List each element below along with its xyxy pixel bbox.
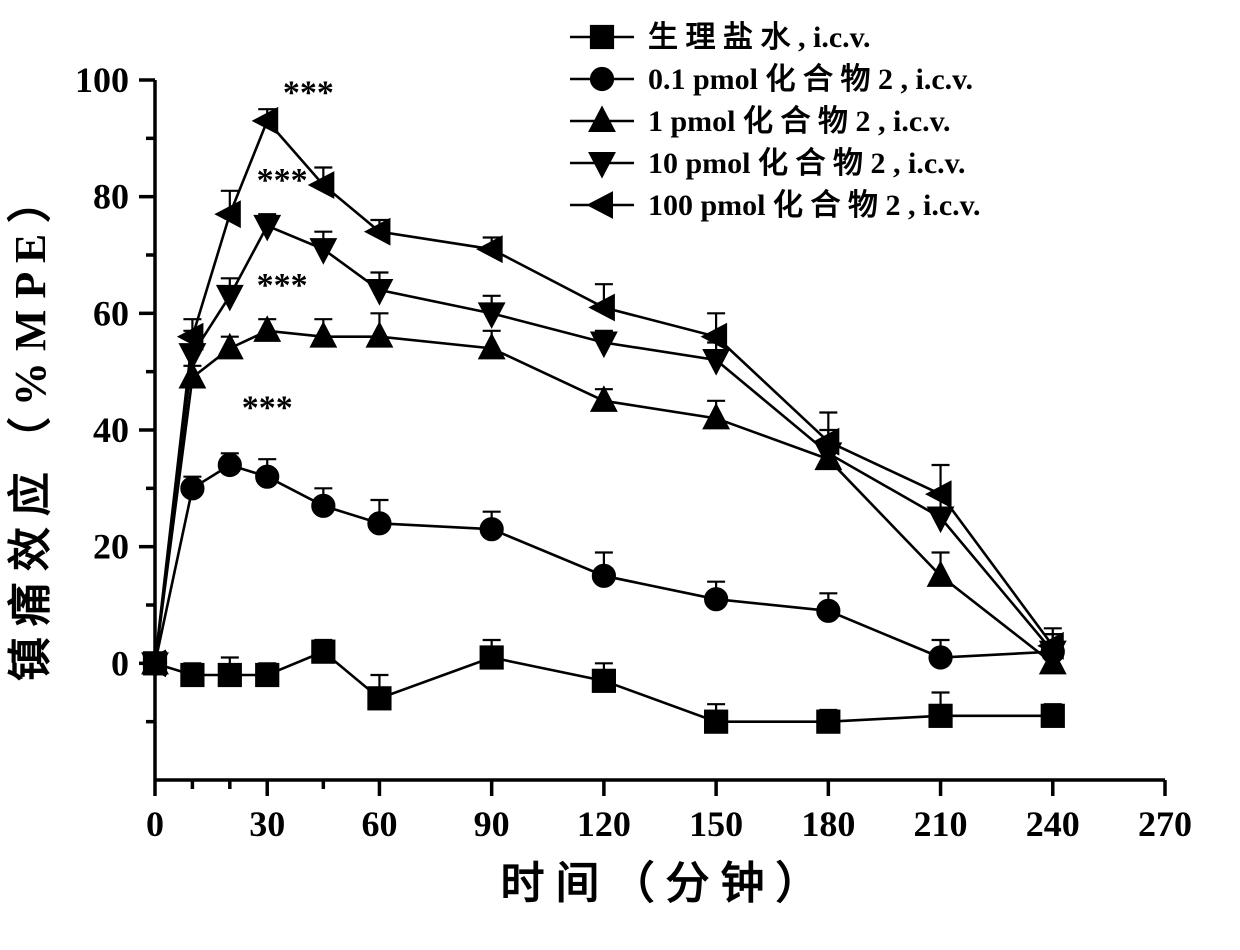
y-tick-label: 20 bbox=[93, 527, 129, 567]
legend-label: 10 pmol 化 合 物 2 , i.c.v. bbox=[648, 146, 966, 180]
x-tick-label: 120 bbox=[577, 804, 631, 844]
x-tick-label: 60 bbox=[361, 804, 397, 844]
x-tick-label: 210 bbox=[914, 804, 968, 844]
y-axis-label: 镇 痛 效 应 （ % M P E ） bbox=[6, 179, 55, 681]
x-tick-label: 90 bbox=[474, 804, 510, 844]
x-tick-label: 270 bbox=[1138, 804, 1192, 844]
significance-marker: *** bbox=[283, 74, 334, 111]
significance-marker: *** bbox=[257, 162, 308, 199]
line-chart: 0 30 60 90 120 150 180 210 240 270 0 20 40 60 80 100 时 间… bbox=[0, 0, 1240, 950]
x-tick-label: 30 bbox=[249, 804, 285, 844]
x-axis-label: 时 间 （ 分 钟 ） bbox=[501, 859, 820, 908]
y-tick-label: 0 bbox=[111, 643, 129, 683]
x-tick-label: 180 bbox=[801, 804, 855, 844]
x-tick-label: 0 bbox=[146, 804, 164, 844]
significance-marker: *** bbox=[257, 267, 308, 304]
legend-label: 0.1 pmol 化 合 物 2 , i.c.v. bbox=[648, 62, 973, 96]
legend-label: 1 pmol 化 合 物 2 , i.c.v. bbox=[648, 104, 951, 138]
y-tick-label: 100 bbox=[75, 60, 129, 100]
x-tick-label: 150 bbox=[689, 804, 743, 844]
x-tick-label: 240 bbox=[1026, 804, 1080, 844]
legend-label: 生 理 盐 水 , i.c.v. bbox=[648, 21, 871, 54]
y-tick-label: 80 bbox=[93, 177, 129, 217]
legend-label: 100 pmol 化 合 物 2 , i.c.v. bbox=[648, 188, 981, 222]
y-tick-label: 40 bbox=[93, 410, 129, 450]
y-tick-label: 60 bbox=[93, 293, 129, 333]
significance-marker: *** bbox=[242, 389, 293, 426]
